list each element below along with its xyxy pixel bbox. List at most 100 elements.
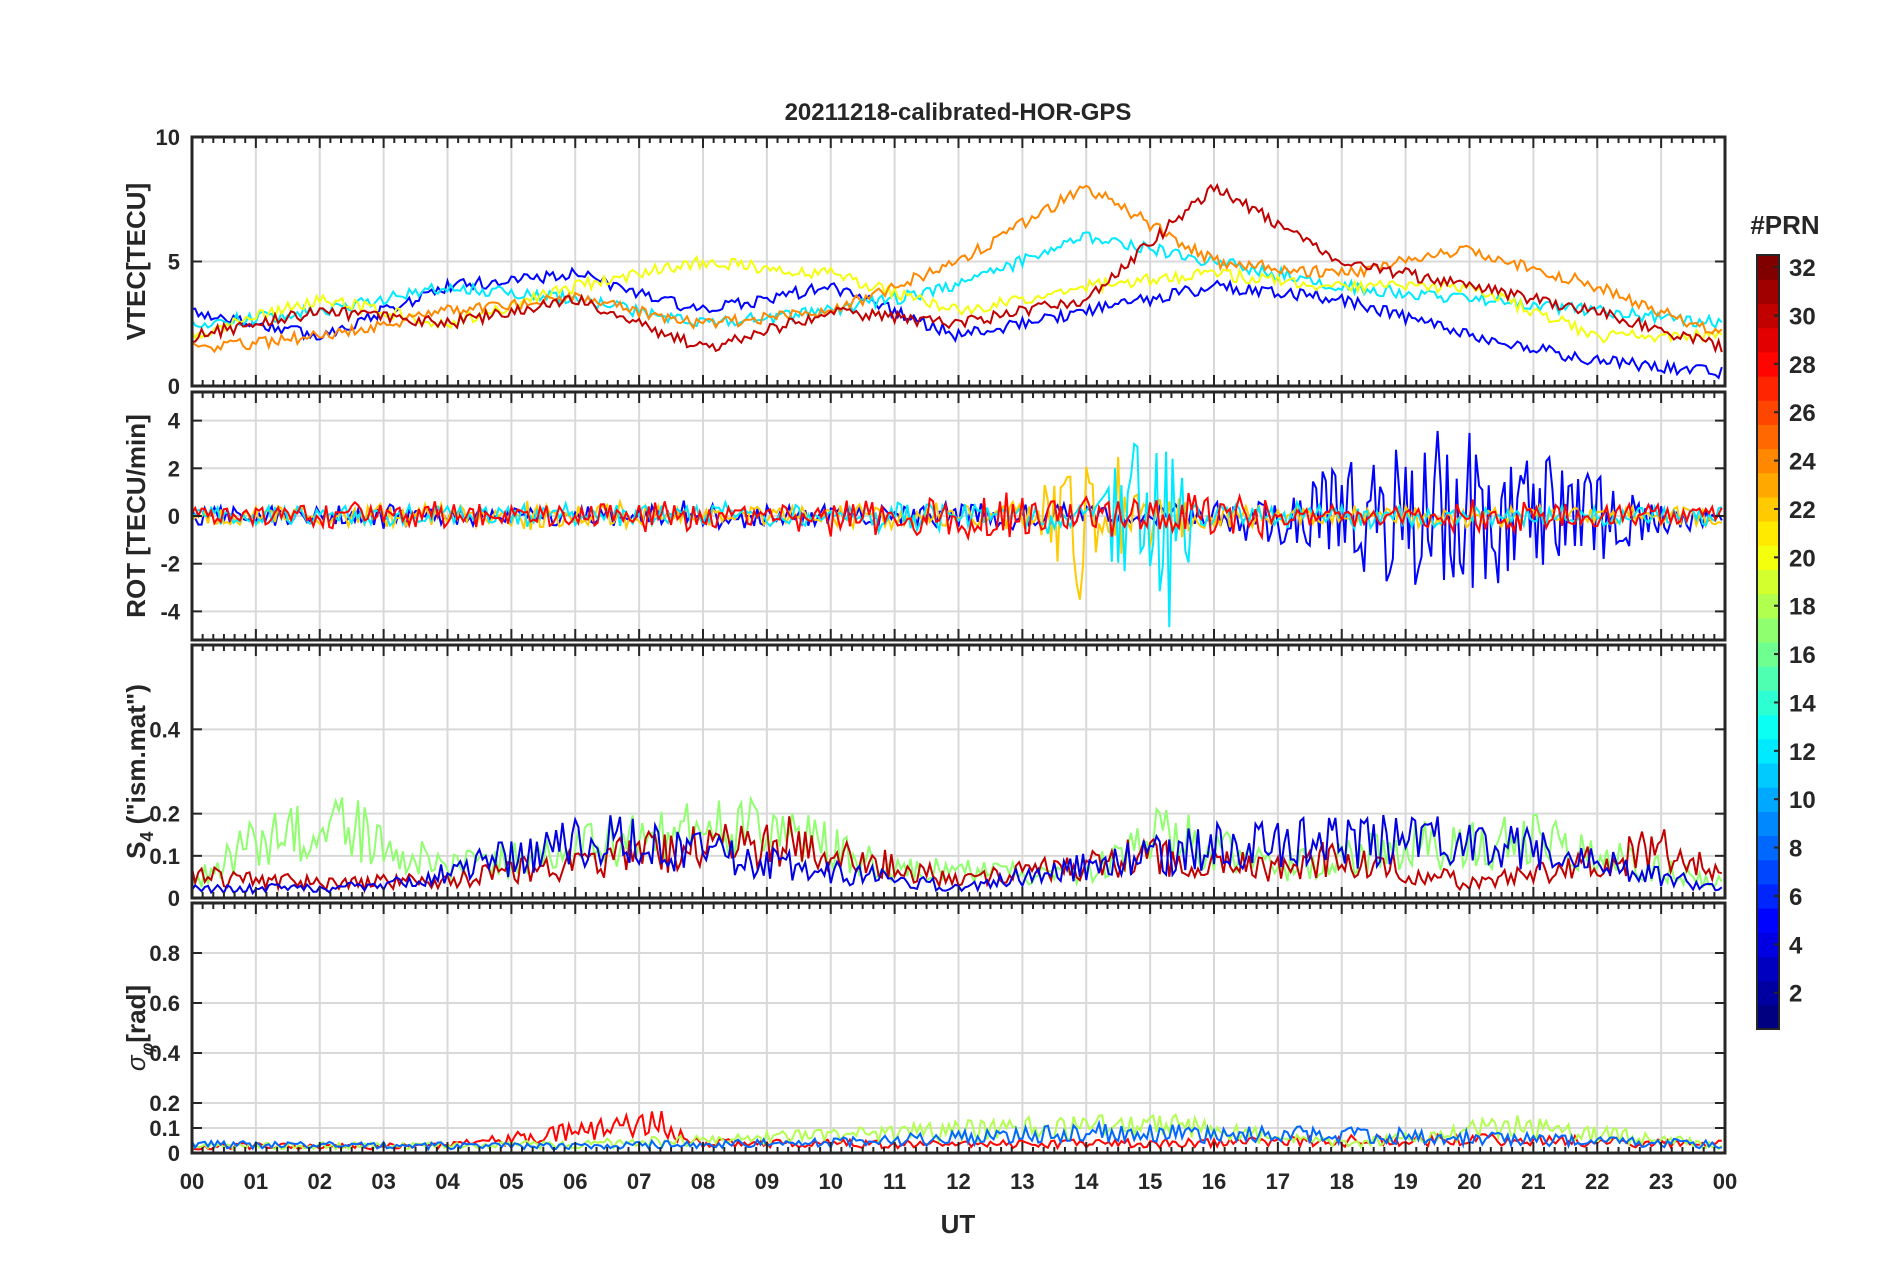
colorbar-level	[1757, 835, 1779, 861]
x-tick-label: 19	[1393, 1169, 1417, 1194]
x-tick-label: 11	[883, 1169, 906, 1194]
colorbar-level	[1757, 811, 1779, 837]
colorbar-tick-label: 4	[1789, 932, 1803, 959]
series-line-prn-24	[192, 184, 1723, 354]
colorbar-level	[1757, 593, 1779, 619]
colorbar-tick-label: 32	[1789, 255, 1816, 282]
colorbar-level	[1757, 883, 1779, 909]
colorbar-level	[1757, 787, 1779, 812]
series-line-prn-4	[192, 814, 1723, 896]
y-tick-label: 0.2	[149, 1091, 180, 1116]
x-tick-label: 20	[1457, 1169, 1481, 1194]
colorbar-level	[1757, 690, 1779, 716]
panel-rot: -4 -2 0 2 4 ROT [TECU/min]	[121, 390, 1727, 642]
y-tick-label: 4	[168, 409, 181, 434]
x-tick-label: 12	[946, 1169, 970, 1194]
x-tick-label: 13	[1010, 1169, 1034, 1194]
colorbar-level	[1757, 521, 1779, 546]
colorbar-tick-label: 28	[1789, 352, 1816, 379]
colorbar-level	[1757, 642, 1779, 667]
colorbar-level	[1757, 714, 1779, 740]
series-line-prn-12	[192, 442, 1723, 628]
x-tick-label: 15	[1138, 1169, 1162, 1194]
colorbar-level	[1757, 375, 1779, 401]
x-tick-label: 23	[1649, 1169, 1673, 1194]
y-tick-label: 0	[168, 1141, 180, 1166]
traces	[192, 794, 1723, 896]
colorbar-label: #PRN	[1750, 210, 1819, 240]
x-tick-label: 00	[1713, 1169, 1737, 1194]
y-axis-label: ROT [TECU/min]	[121, 414, 151, 618]
y-tick-label: 0.4	[149, 1041, 180, 1066]
x-tick-label: 09	[755, 1169, 779, 1194]
colorbar-level	[1757, 980, 1779, 1006]
x-tick-label: 10	[819, 1169, 843, 1194]
colorbar-tick-label: 26	[1789, 400, 1816, 427]
y-axis-label: VTEC[TECU]	[121, 183, 151, 340]
panel-sigma_phi: 00.10.2 0.4 0.6 0.8 σφ[rad] 00 01 02 03 04 05 06 07 0…	[121, 901, 1737, 1194]
traces	[192, 182, 1723, 380]
colorbar-level	[1757, 424, 1779, 450]
x-tick-label: 14	[1074, 1169, 1099, 1194]
colorbar-level	[1757, 932, 1779, 958]
y-tick-label: 0.1	[149, 844, 180, 869]
colorbar-tick-label: 14	[1789, 690, 1816, 717]
x-tick-label: 18	[1330, 1169, 1354, 1194]
y-tick-label: 0	[168, 504, 180, 529]
x-tick-label: 17	[1266, 1169, 1290, 1194]
x-tick-label: 04	[435, 1169, 460, 1194]
colorbar-tick-label: 8	[1789, 836, 1802, 863]
colorbar-tick-label: 6	[1789, 884, 1802, 911]
y-tick-label: 0	[168, 886, 180, 911]
x-tick-label: 01	[244, 1169, 268, 1194]
colorbar-tick-label: 18	[1789, 594, 1816, 621]
x-tick-label: 06	[563, 1169, 587, 1194]
colorbar-tick-label: 12	[1789, 739, 1816, 766]
chart-title: 20211218-calibrated-HOR-GPS	[785, 99, 1132, 126]
colorbar-level	[1757, 279, 1779, 304]
colorbar-tick-label: 20	[1789, 545, 1816, 572]
colorbar-level	[1757, 255, 1779, 280]
series-line-prn-5	[192, 266, 1723, 380]
x-axis-label: UT	[941, 1209, 976, 1239]
colorbar-level	[1757, 303, 1779, 329]
y-tick-label: 0.2	[149, 802, 180, 827]
x-tick-label: 03	[371, 1169, 395, 1194]
y-tick-label: 2	[168, 456, 180, 481]
colorbar-level	[1757, 617, 1779, 643]
x-tick-label: 00	[180, 1169, 204, 1194]
y-tick-label: 10	[156, 125, 180, 150]
y-tick-label: 0.6	[149, 991, 180, 1016]
y-tick-label: 0.8	[149, 941, 180, 966]
colorbar-level	[1757, 666, 1779, 691]
y-axis-label: S4 ("ism.mat")	[121, 684, 157, 859]
colorbar-tick-label: 16	[1789, 642, 1816, 669]
y-tick-label: -4	[160, 599, 180, 624]
colorbar-level	[1757, 351, 1779, 377]
y-tick-label: 0	[168, 374, 180, 399]
panel-s4: 0 0.1 0.2 0.4S4 ("ism.mat")	[121, 643, 1727, 911]
series-line-prn-12	[192, 231, 1723, 330]
colorbar-level	[1757, 569, 1779, 595]
colorbar-level	[1757, 400, 1779, 425]
colorbar-level	[1757, 908, 1779, 933]
colorbar-tick-label: 22	[1789, 497, 1816, 524]
series-line-prn-28	[192, 492, 1723, 542]
y-tick-label: 5	[168, 250, 180, 275]
colorbar-level	[1757, 956, 1779, 982]
y-tick-label: 0.4	[149, 717, 180, 742]
panel-vtec: 0 5 10 VTEC[TECU]	[121, 125, 1727, 399]
colorbar-level	[1757, 448, 1779, 474]
y-axis-label: σφ[rad]	[121, 985, 157, 1071]
x-tick-label: 21	[1521, 1169, 1545, 1194]
colorbar-level	[1757, 859, 1779, 885]
y-tick-label: -2	[160, 552, 180, 577]
colorbar-tick-label: 30	[1789, 303, 1816, 330]
x-tick-label: 07	[627, 1169, 651, 1194]
colorbar-level	[1757, 472, 1779, 498]
colorbar-level	[1757, 762, 1779, 788]
colorbar-level	[1757, 1004, 1779, 1030]
colorbar-level	[1757, 545, 1779, 571]
x-tick-label: 02	[308, 1169, 332, 1194]
